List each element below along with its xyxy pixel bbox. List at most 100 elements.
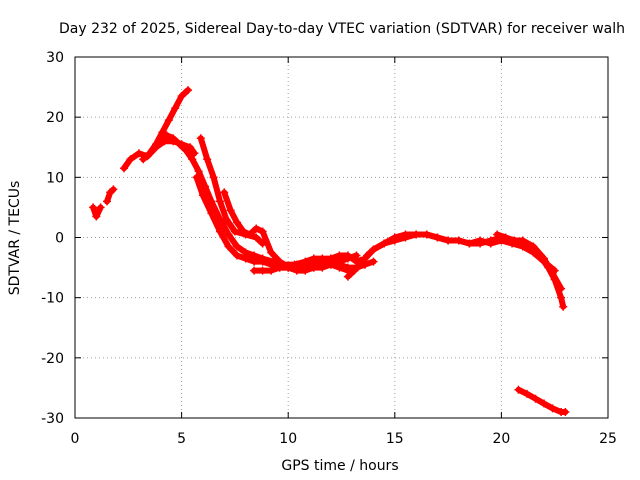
data-point <box>203 155 212 164</box>
data-point <box>335 251 344 260</box>
series-trace-12 <box>514 385 570 416</box>
data-point <box>557 293 566 302</box>
data-point <box>401 233 410 242</box>
data-point <box>89 203 98 212</box>
y-tick-label: 0 <box>55 231 64 247</box>
data-point <box>96 203 105 212</box>
series-trace-2 <box>102 185 118 206</box>
data-point <box>380 239 389 248</box>
data-point <box>245 230 254 239</box>
data-point <box>454 236 463 245</box>
data-point <box>292 263 301 272</box>
data-point <box>444 236 453 245</box>
data-point <box>226 206 235 215</box>
ticks: 0 5 10 15 20 25 -30 -20 -10 0 10 20 30 <box>41 50 617 447</box>
data-point <box>196 134 205 143</box>
data-point <box>258 257 267 266</box>
grid <box>75 57 608 418</box>
data-point <box>412 230 421 239</box>
data-point <box>352 257 361 266</box>
data-point <box>230 227 239 236</box>
data-point <box>126 155 135 164</box>
data-point <box>152 140 161 149</box>
plot-frame <box>74 56 609 419</box>
data-point <box>109 185 118 194</box>
data-point <box>145 149 154 158</box>
data-point <box>192 173 201 182</box>
x-tick-label: 15 <box>386 431 404 447</box>
data-point <box>356 260 365 269</box>
data-point <box>175 140 184 149</box>
data-point <box>239 227 248 236</box>
x-tick-label: 10 <box>279 431 297 447</box>
data-point <box>162 131 171 140</box>
data-point <box>188 155 197 164</box>
data-point <box>224 242 233 251</box>
data-point <box>207 209 216 218</box>
data-point <box>350 266 359 275</box>
data-point <box>190 149 199 158</box>
data-point <box>476 239 485 248</box>
data-point <box>559 302 568 311</box>
data-point <box>250 257 259 266</box>
data-point <box>267 266 276 275</box>
data-point <box>181 146 190 155</box>
data-point <box>369 245 378 254</box>
data-point <box>309 260 318 269</box>
data-point <box>164 116 173 125</box>
x-tick-label: 5 <box>177 431 186 447</box>
data-point <box>220 188 229 197</box>
data-point <box>241 254 250 263</box>
data-point <box>301 260 310 269</box>
data-point <box>343 272 352 281</box>
data-point <box>522 389 531 398</box>
data-point <box>343 251 352 260</box>
series-trace-11 <box>493 230 568 311</box>
data-point <box>548 404 557 413</box>
data-point <box>209 173 218 182</box>
y-axis-label: SDTVAR / TECUs <box>7 181 23 296</box>
data-point <box>186 143 195 152</box>
y-tick-label: 30 <box>46 50 64 66</box>
x-tick-label: 20 <box>492 431 510 447</box>
data-point <box>544 263 553 272</box>
data-point <box>465 239 474 248</box>
data-point <box>156 137 165 146</box>
data-point <box>531 394 540 403</box>
series-trace-5 <box>156 131 361 269</box>
data-point <box>510 236 519 245</box>
data-point <box>134 149 143 158</box>
data-point <box>158 128 167 137</box>
series-line <box>344 231 565 292</box>
data-point <box>518 239 527 248</box>
y-tick-label: -20 <box>41 351 64 367</box>
data-point <box>514 385 523 394</box>
series-line <box>515 386 569 415</box>
data-point <box>493 230 502 239</box>
series-trace-4 <box>139 86 192 164</box>
data-point <box>433 233 442 242</box>
data-point <box>215 227 224 236</box>
series-line <box>157 132 360 268</box>
data-point <box>527 245 536 254</box>
data-point <box>250 266 259 275</box>
x-axis-label: GPS time / hours <box>281 458 398 474</box>
data-point <box>120 164 129 173</box>
series-trace-1 <box>89 203 105 221</box>
data-point <box>267 248 276 257</box>
data-point <box>318 257 327 266</box>
data-point <box>194 167 203 176</box>
data-point <box>258 266 267 275</box>
data-point <box>390 236 399 245</box>
data-point <box>535 251 544 260</box>
series-line <box>494 231 567 310</box>
data-point <box>369 257 378 266</box>
data-point <box>284 263 293 272</box>
data-point <box>252 224 261 233</box>
data-point <box>215 197 224 206</box>
series-line <box>140 87 191 163</box>
data-point <box>198 191 207 200</box>
x-tick-label: 0 <box>71 431 80 447</box>
series-layer <box>89 86 570 416</box>
data-point <box>169 134 178 143</box>
